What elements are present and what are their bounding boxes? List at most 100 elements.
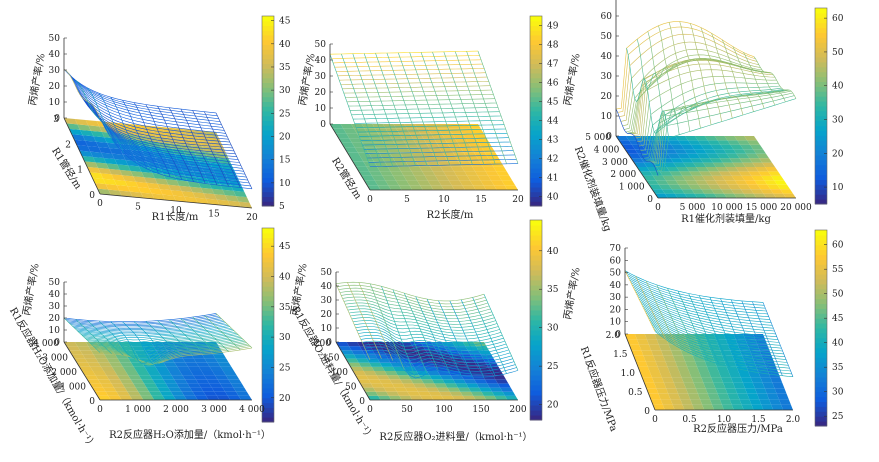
- floor-cell: [663, 355, 676, 362]
- floor-cell: [678, 393, 691, 400]
- floor-cell: [434, 383, 448, 388]
- colorbar-segment: [815, 396, 827, 402]
- floor-cell: [206, 379, 220, 384]
- colorbar-segment: [262, 266, 274, 273]
- floor-cell: [435, 124, 450, 129]
- mesh-line: [329, 50, 479, 55]
- floor-cell: [740, 144, 754, 150]
- floor-cell: [98, 379, 112, 384]
- colorbar-frame: [529, 15, 543, 207]
- floor-cell: [225, 391, 239, 396]
- floor-cell: [702, 404, 715, 410]
- floor-cell: [721, 404, 734, 410]
- mesh-line: [73, 82, 226, 134]
- floor-cell: [644, 382, 657, 389]
- mesh-line: [404, 292, 439, 371]
- mesh-line: [336, 68, 485, 72]
- colorbar-segment: [815, 283, 827, 290]
- colorbar-segment: [530, 375, 542, 381]
- floor-cell: [138, 391, 152, 396]
- floor-cell: [209, 383, 223, 388]
- floor-cell: [631, 158, 644, 163]
- colorbar-segment: [530, 390, 542, 396]
- floor-cell: [228, 379, 242, 384]
- floor-cell: [93, 136, 107, 143]
- floor-cell: [668, 344, 681, 351]
- floor-cell: [738, 372, 751, 378]
- floor-cell: [440, 166, 454, 172]
- colorbar: [814, 229, 828, 427]
- mesh-line: [72, 79, 225, 131]
- floor-cell: [493, 166, 507, 172]
- colorbar-segment: [262, 25, 274, 31]
- mesh-line: [88, 102, 241, 166]
- colorbar-segment: [815, 244, 827, 251]
- colorbar-segment: [815, 347, 827, 353]
- colorbar-segment: [815, 76, 827, 82]
- colorbar-segment: [262, 402, 274, 408]
- floor-cell: [212, 371, 226, 376]
- floor-cell: [421, 152, 435, 157]
- floor-cell: [353, 371, 366, 376]
- floor-cell: [218, 158, 232, 165]
- floor-cell: [429, 166, 444, 172]
- floor-cell: [92, 157, 107, 164]
- colorbar-segment: [262, 82, 274, 88]
- colorbar-segment: [262, 325, 274, 331]
- floor-cell: [420, 185, 434, 190]
- colorbar-segment: [530, 158, 542, 164]
- mesh-line: [637, 296, 776, 335]
- y-tick-label: 1: [77, 166, 83, 176]
- colorbar-segment: [530, 144, 542, 150]
- floor-cell: [133, 176, 147, 183]
- x-tick-label: 200: [509, 405, 526, 415]
- z-tick-label: 10: [49, 98, 61, 108]
- floor-cell: [436, 142, 450, 148]
- floor-cell: [760, 377, 773, 383]
- colorbar-tick-label: 45: [279, 17, 291, 27]
- floor-cell: [680, 158, 694, 163]
- floor-cell: [116, 185, 130, 192]
- floor-cell: [77, 346, 91, 351]
- floor-cell: [112, 366, 126, 371]
- floor-cell: [172, 358, 186, 363]
- colorbar-tick-label: 40: [547, 247, 559, 257]
- colorbar-segment: [530, 77, 542, 83]
- colorbar-segment: [815, 357, 827, 363]
- mesh-line: [98, 320, 136, 359]
- mesh-line: [638, 298, 777, 337]
- colorbar-segment: [815, 234, 827, 241]
- floor-cell: [349, 346, 362, 351]
- floor-cell: [450, 375, 464, 380]
- mesh-line: [631, 284, 770, 320]
- floor-cell: [177, 366, 191, 371]
- mesh-line: [363, 53, 405, 167]
- mesh-line: [762, 302, 794, 377]
- floor-cell: [783, 193, 796, 198]
- x-tick-label: 15: [475, 195, 487, 205]
- x-tick-label: 0: [367, 195, 373, 205]
- colorbar-segment: [815, 308, 827, 314]
- floor-cell: [480, 180, 494, 186]
- floor-cell: [130, 170, 144, 178]
- floor-cell: [174, 362, 188, 367]
- floor-cell: [195, 379, 210, 384]
- floor-cell: [656, 167, 670, 172]
- floor-cell: [734, 180, 748, 185]
- mesh-line: [620, 41, 759, 122]
- colorbar-segment: [530, 92, 542, 98]
- y-tick-label: 200: [314, 339, 331, 349]
- floor-cell: [95, 375, 109, 380]
- floor-cell: [413, 383, 427, 388]
- floor-cell: [697, 140, 711, 145]
- mesh-line: [369, 358, 519, 379]
- floor-cell: [405, 387, 418, 392]
- floor-cell: [375, 354, 388, 359]
- mesh-line: [641, 85, 780, 156]
- colorbar-segment: [262, 134, 274, 140]
- floor-cell: [411, 171, 425, 176]
- floor-cell: [157, 183, 171, 191]
- floor-cell: [168, 371, 183, 376]
- floor-cell: [108, 395, 122, 400]
- floor-cell: [211, 387, 226, 392]
